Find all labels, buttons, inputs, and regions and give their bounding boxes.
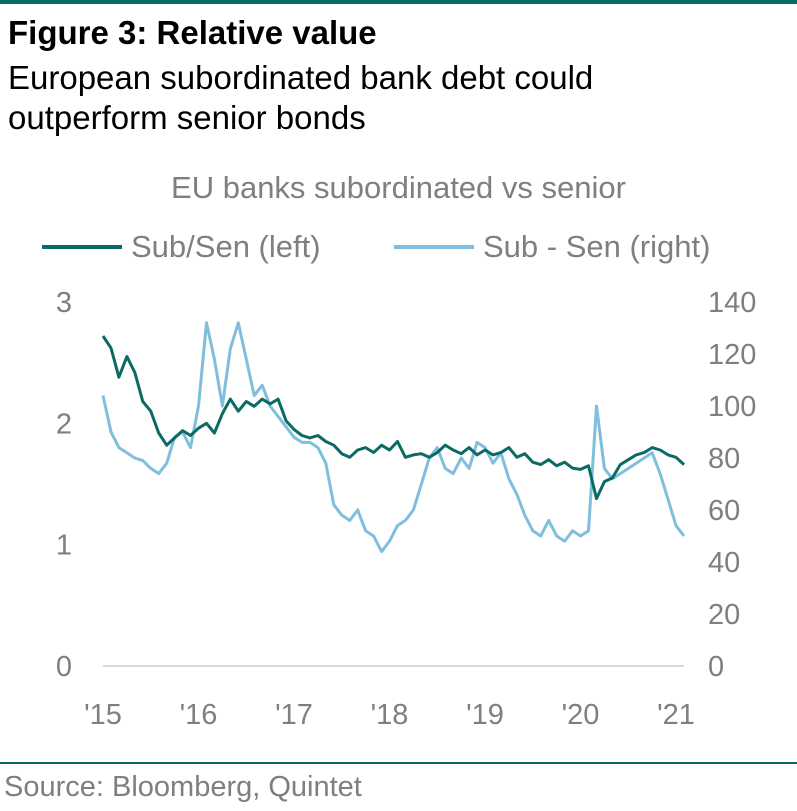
x-tick-label: '17 — [275, 699, 313, 731]
legend-label: Sub/Sen (left) — [131, 229, 321, 264]
chart-series — [101, 321, 686, 554]
legend-item-sub-sen-left: Sub/Sen (left) — [42, 229, 321, 264]
y-left-tick-label: 0 — [56, 651, 72, 683]
chart-title: EU banks subordinated vs senior — [171, 170, 626, 205]
y-right-tick-label: 80 — [708, 443, 740, 475]
y-right-tick-label: 20 — [708, 599, 740, 631]
legend: Sub/Sen (left) Sub - Sen (right) — [42, 229, 710, 264]
x-tick-label: '16 — [180, 699, 218, 731]
series-line-sub-sen-spread — [101, 321, 686, 554]
source-rule — [0, 762, 797, 764]
chart-axes: 0 1 2 3 0 20 40 60 80 100 120 140 '15 '16 '17 '18 '19 '20… — [56, 287, 757, 731]
y-right-tick-label: 40 — [708, 547, 740, 579]
source-note: Source: Bloomberg, Quintet — [4, 771, 362, 803]
y-right-tick-label: 100 — [708, 391, 756, 423]
y-right-tick-label: 0 — [708, 651, 724, 683]
figure-title: Figure 3: Relative value — [8, 14, 377, 51]
x-tick-label: '19 — [466, 699, 504, 731]
series-line-sub-sen-ratio — [101, 335, 686, 501]
y-left-tick-label: 2 — [56, 408, 72, 440]
x-tick-label: '15 — [84, 699, 122, 731]
x-tick-label: '20 — [562, 699, 600, 731]
x-tick-label: '18 — [371, 699, 409, 731]
legend-item-sub-sen-right: Sub - Sen (right) — [394, 229, 710, 264]
x-tick-label: '21 — [657, 699, 695, 731]
y-right-tick-label: 60 — [708, 495, 740, 527]
y-right-tick-label: 120 — [708, 339, 756, 371]
y-right-tick-label: 140 — [708, 287, 756, 319]
y-left-tick-label: 1 — [56, 530, 72, 562]
legend-label: Sub - Sen (right) — [483, 229, 710, 264]
y-left-tick-label: 3 — [56, 287, 72, 319]
figure-subtitle: European subordinated bank debt could ou… — [8, 59, 594, 136]
top-rule — [0, 0, 797, 4]
line-chart: Sub/Sen (left) Sub - Sen (right) 0 1 2 3 0 20 4… — [42, 229, 757, 731]
